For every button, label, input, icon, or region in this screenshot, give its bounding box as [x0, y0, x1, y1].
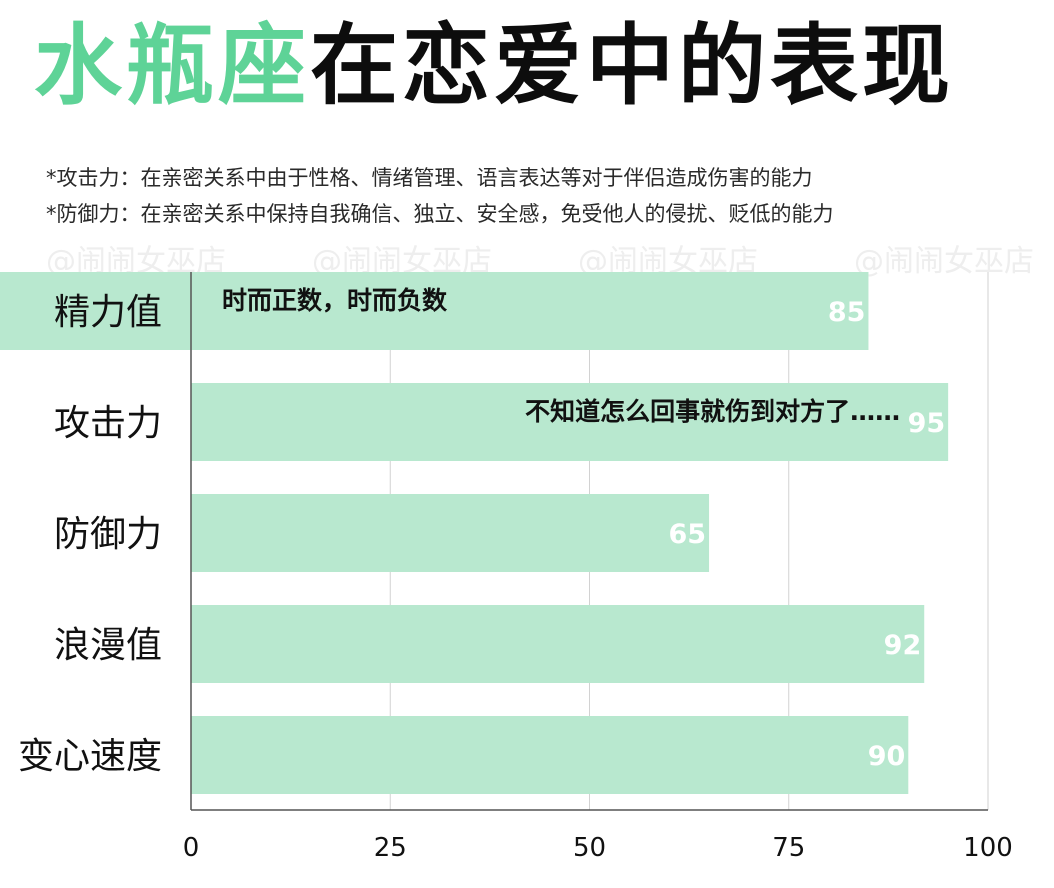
note-attack-definition: *攻击力：在亲密关系中由于性格、情绪管理、语言表达等对于伴侣造成伤害的能力: [46, 166, 813, 190]
chart-title: 水瓶座在恋爱中的表现: [34, 19, 954, 112]
category-label: 变心速度: [18, 736, 162, 777]
bar-4: [191, 605, 925, 683]
x-tick-label: 50: [573, 833, 606, 863]
category-label: 防御力: [54, 514, 162, 555]
note-defense-definition: *防御力：在亲密关系中保持自我确信、独立、安全感，免受他人的侵扰、贬低的能力: [46, 202, 834, 226]
bar-5: [191, 716, 909, 794]
x-tick-label: 75: [772, 833, 805, 863]
data-label: 85: [828, 297, 866, 328]
bar-1: [191, 272, 869, 350]
data-label: 90: [868, 741, 906, 772]
category-label: 攻击力: [54, 403, 162, 444]
category-label: 浪漫值: [54, 625, 162, 666]
category-label: 精力值: [54, 292, 162, 333]
title-rest: 在恋爱中的表现: [310, 14, 955, 117]
data-label: 92: [884, 630, 922, 661]
data-label: 95: [908, 408, 946, 439]
bar-2: [191, 383, 949, 461]
x-tick-label: 100: [963, 833, 1013, 863]
x-tick-label: 0: [183, 833, 200, 863]
bar-3: [191, 494, 710, 572]
bar-annotation: 不知道怎么回事就伤到对方了……: [525, 397, 900, 426]
title-accent: 水瓶座: [34, 14, 311, 117]
bar-annotation: 时而正数，时而负数: [222, 286, 448, 315]
x-tick-label: 25: [374, 833, 407, 863]
data-label: 65: [668, 519, 706, 550]
category-highlight: [0, 272, 191, 350]
